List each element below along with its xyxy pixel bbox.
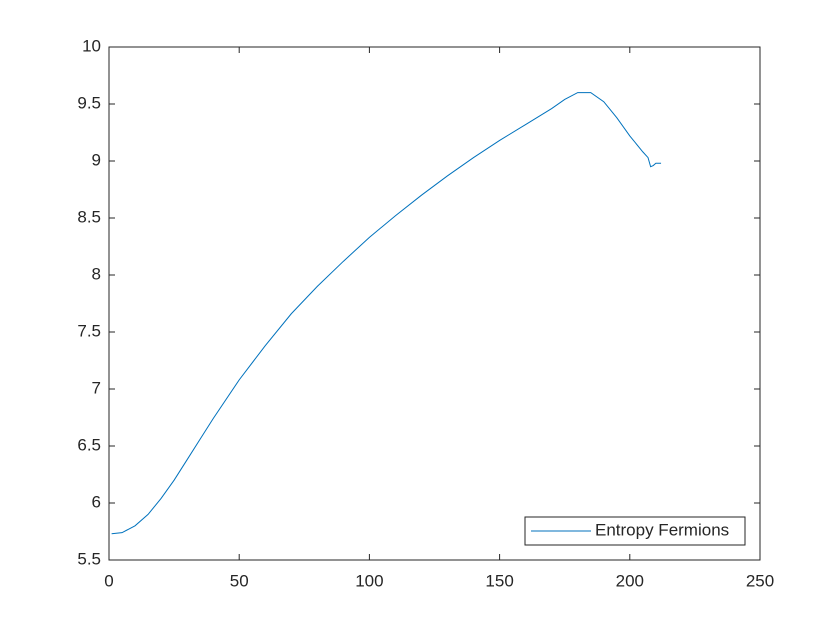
y-tick-label: 8.5 (77, 207, 101, 226)
x-tick-label: 250 (746, 571, 774, 590)
y-tick-label: 6.5 (77, 435, 101, 454)
x-tick-label: 50 (230, 571, 249, 590)
y-tick-label: 9.5 (77, 93, 101, 112)
data-line (111, 92, 662, 535)
plot-area (108, 46, 761, 561)
y-tick-label: 5.5 (77, 549, 101, 568)
y-tick-label: 6 (92, 492, 101, 511)
legend-label: Entropy Fermions (595, 520, 729, 539)
x-tick-label: 200 (616, 571, 644, 590)
legend: Entropy Fermions (524, 516, 746, 546)
y-tick-label: 9 (92, 150, 101, 169)
y-tick-label: 10 (82, 36, 101, 55)
y-tick-label: 7 (92, 378, 101, 397)
x-tick-label: 150 (485, 571, 513, 590)
x-tick-label: 100 (355, 571, 383, 590)
y-tick-label: 8 (92, 264, 101, 283)
x-tick-label: 0 (104, 571, 113, 590)
y-tick-label: 7.5 (77, 321, 101, 340)
